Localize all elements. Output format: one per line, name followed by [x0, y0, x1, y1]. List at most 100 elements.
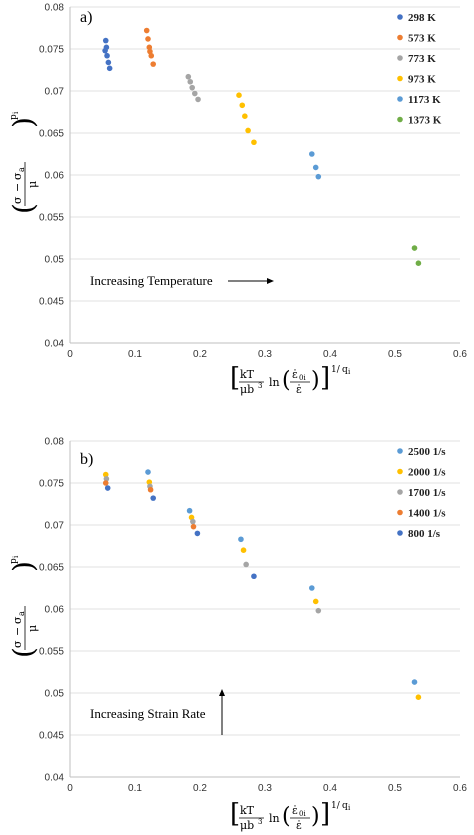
- data-point: [242, 113, 248, 119]
- legend-marker: [397, 509, 403, 516]
- legend-label: 800 1/s: [408, 528, 441, 540]
- x-axis-label: [ kT μb 3 ln ( ε̇ 0i ε̇ ) ] 1/ q i: [230, 799, 351, 832]
- legend-marker: [397, 75, 403, 82]
- data-point: [194, 530, 201, 537]
- data-point: [102, 37, 109, 44]
- legend-marker: [397, 468, 403, 475]
- legend-marker: [397, 34, 403, 41]
- data-point: [236, 92, 242, 98]
- annotation-text: Increasing Temperature: [90, 273, 213, 288]
- x-label-mub: μb: [240, 383, 254, 396]
- x-label-epsdot0: ε̇: [292, 804, 298, 817]
- y-tick-label: 0.05: [45, 689, 65, 700]
- x-label-kt: kT: [240, 804, 255, 817]
- data-point: [185, 73, 192, 80]
- arrow-up: [219, 689, 225, 735]
- panel-label: b): [80, 451, 93, 468]
- svg-text:): ): [7, 561, 40, 572]
- data-point: [145, 469, 151, 475]
- svg-text:]: ]: [320, 799, 330, 829]
- data-point: [239, 102, 246, 109]
- data-point: [147, 48, 153, 55]
- y-tick-label: 0.04: [45, 339, 65, 350]
- y-tick-label: 0.055: [39, 647, 64, 658]
- data-point: [150, 61, 156, 67]
- y-tick-label: 0.045: [39, 731, 64, 742]
- y-tick-label: 0.075: [39, 45, 64, 56]
- y-label-sigma-a: σ: [11, 172, 24, 180]
- x-label-epsdot: ε̇: [296, 819, 302, 832]
- data-point: [188, 514, 195, 521]
- data-point: [312, 598, 319, 605]
- legend-marker: [397, 116, 403, 123]
- data-point: [309, 585, 315, 591]
- legend-label: 2500 1/s: [408, 446, 446, 458]
- svg-text:): ): [311, 804, 320, 829]
- x-label-ln: ln: [269, 376, 280, 389]
- x-label-three: 3: [258, 382, 262, 390]
- y-tick-label: 0.05: [45, 255, 65, 266]
- data-point: [238, 536, 244, 543]
- y-label-mu: μ: [26, 181, 39, 188]
- x-label-kt: kT: [240, 368, 255, 381]
- x-tick-label: 0.2: [193, 783, 207, 794]
- svg-text:(: (: [282, 804, 291, 829]
- y-label-minus: −: [11, 183, 24, 192]
- annotation-text: Increasing Strain Rate: [90, 706, 206, 721]
- x-tick-label: 0: [67, 349, 73, 360]
- svg-text:[: [: [230, 799, 240, 829]
- data-point: [146, 479, 153, 485]
- legend-label: 773 K: [408, 53, 436, 65]
- legend-label: 973 K: [408, 74, 436, 86]
- legend-label: 298 K: [408, 12, 436, 24]
- data-point: [315, 173, 322, 180]
- data-point: [411, 679, 418, 685]
- x-tick-label: 0: [67, 783, 73, 794]
- x-label-oneover: 1/: [331, 801, 341, 811]
- svg-text:(: (: [7, 647, 40, 658]
- data-point: [195, 96, 201, 103]
- data-point: [150, 495, 156, 501]
- x-tick-label: 0.1: [128, 783, 142, 794]
- y-label-mu: μ: [26, 625, 39, 632]
- chart-panel-a: 0.04 0.045 0.05 0.055 0.06 0.065 0.07 0.075 0.08…: [7, 3, 467, 397]
- data-point: [243, 561, 249, 568]
- y-label-minus: −: [11, 627, 24, 636]
- x-label-qi: i: [348, 804, 351, 812]
- legend-label: 1173 K: [408, 94, 441, 106]
- data-point: [415, 694, 422, 700]
- x-label-ln: ln: [269, 812, 280, 825]
- data-point: [190, 523, 197, 530]
- y-tick-label: 0.045: [39, 297, 64, 308]
- y-axis-label: ( ) σ − σ a μ p i: [7, 111, 40, 214]
- y-tick-label: 0.04: [45, 773, 65, 784]
- data-point: [104, 52, 110, 59]
- legend-marker: [397, 448, 403, 454]
- x-label-epsdot0: ε̇: [292, 368, 298, 381]
- legend-marker: [397, 530, 403, 536]
- y-tick-label: 0.07: [45, 87, 65, 98]
- data-point: [415, 260, 422, 267]
- x-tick-label: 0.1: [128, 349, 142, 360]
- legend-label: 573 K: [408, 33, 436, 45]
- data-point: [190, 518, 196, 525]
- data-point: [315, 607, 322, 614]
- panel-label: a): [80, 9, 92, 26]
- svg-text:(: (: [282, 368, 291, 393]
- legend-label: 1373 K: [408, 115, 442, 127]
- legend-marker: [397, 55, 403, 61]
- y-label-sub-a: a: [17, 611, 26, 616]
- x-label-epsdot: ε̇: [296, 383, 302, 396]
- x-label-qi: i: [348, 368, 351, 376]
- y-tick-label: 0.065: [39, 129, 64, 140]
- y-tick-label: 0.075: [39, 479, 64, 490]
- y-label-sigma: σ: [11, 196, 24, 204]
- x-label-sub0i: 0i: [299, 374, 306, 382]
- legend-label: 1700 1/s: [408, 487, 446, 499]
- data-point: [312, 164, 319, 171]
- data-point: [240, 547, 247, 553]
- data-point: [106, 65, 113, 72]
- y-tick-label: 0.06: [45, 605, 65, 616]
- arrow-right: [228, 278, 274, 284]
